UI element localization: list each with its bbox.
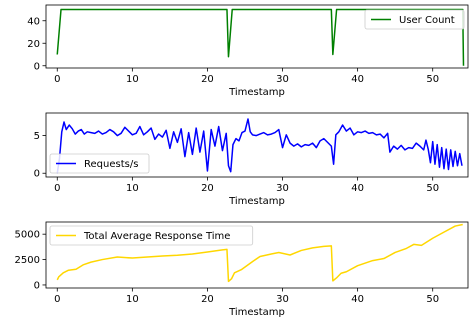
y-tick-label: 40 [27, 16, 40, 27]
legend: Requests/s [49, 153, 150, 174]
legend-label: Total Average Response Time [83, 231, 230, 242]
x-tick-label: 20 [201, 74, 214, 85]
x-tick-label: 30 [276, 74, 289, 85]
x-tick-label: 30 [276, 294, 289, 305]
legend: Total Average Response Time [49, 225, 254, 246]
x-tick-label: 10 [126, 183, 139, 194]
y-tick-label: 5 [34, 131, 40, 142]
y-tick-label: 0 [34, 280, 40, 291]
legend-box [49, 153, 150, 174]
legend-label: User Count [399, 15, 455, 26]
y-tick-label: 5000 [15, 230, 40, 241]
legend-box [49, 225, 254, 246]
x-tick-label: 10 [126, 74, 139, 85]
x-tick-label: 20 [201, 183, 214, 194]
series-line-user-count [56, 8, 465, 66]
series-line-requests-s [56, 118, 463, 174]
x-tick-label: 50 [426, 294, 439, 305]
chart-panel-3: 0 10 20 30 40 50 0 2500 5000 Timestamp Total Avera… [15, 221, 469, 318]
x-tick-label: 0 [54, 74, 60, 85]
x-tick-label: 10 [126, 294, 139, 305]
x-tick-label: 40 [351, 74, 364, 85]
x-axis-title: Timestamp [228, 87, 285, 98]
x-tick-label: 50 [426, 74, 439, 85]
x-axis-title: Timestamp [228, 196, 285, 207]
y-tick-label: 0 [34, 169, 40, 180]
legend-label: Requests/s [84, 159, 138, 170]
y-tick-label: 20 [27, 39, 40, 50]
x-tick-label: 40 [351, 294, 364, 305]
x-tick-label: 20 [201, 294, 214, 305]
x-axis-title: Timestamp [228, 307, 285, 318]
chart-panel-2: 0 10 20 30 40 50 0 5 Timestamp Requests/s [34, 112, 469, 207]
series-line-total-average-response-time [56, 223, 463, 283]
legend-box [364, 9, 465, 30]
x-tick-label: 0 [54, 294, 60, 305]
y-tick-label: 0 [34, 61, 40, 72]
axes-frame [45, 4, 469, 69]
axes-frame [45, 221, 469, 289]
axes-frame [45, 112, 469, 178]
legend: User Count [364, 9, 465, 30]
x-tick-label: 40 [351, 183, 364, 194]
y-tick-label: 2500 [15, 255, 40, 266]
x-tick-label: 50 [426, 183, 439, 194]
x-tick-label: 0 [54, 183, 60, 194]
x-tick-label: 30 [276, 183, 289, 194]
chart-panel-1: 0 10 20 30 40 50 0 20 40 Timestamp User Count [27, 4, 469, 98]
